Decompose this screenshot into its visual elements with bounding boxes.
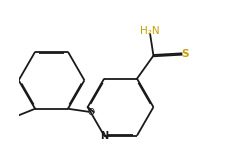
- Text: N: N: [100, 131, 108, 141]
- Text: H₂N: H₂N: [140, 26, 159, 36]
- Text: O: O: [87, 107, 94, 117]
- Text: S: S: [180, 49, 188, 59]
